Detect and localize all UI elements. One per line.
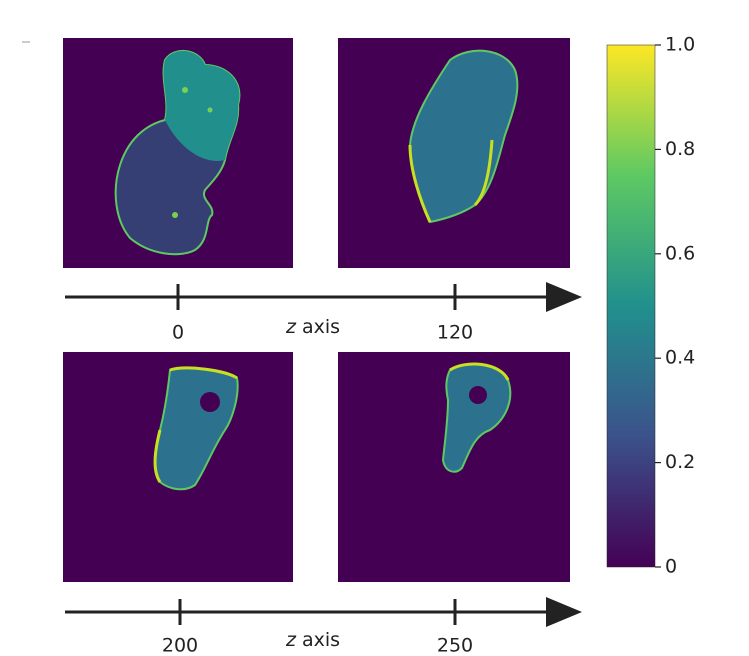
z-tick-label: 120 [437, 322, 473, 344]
z-tick-label: 250 [437, 635, 473, 656]
colorbar-tick-label: 0.8 [665, 138, 695, 160]
z-tick-label: 0 [172, 322, 184, 344]
colorbar-tick-label: 0 [665, 556, 677, 578]
z-axis-label: z axis [285, 629, 340, 651]
z-tick-label: 200 [162, 635, 198, 656]
slice-panel [338, 352, 570, 582]
colorbar-tick-label: 1.0 [665, 34, 695, 56]
colorbar-tick-label: 0.4 [665, 347, 695, 369]
colorbar-tick-label: 0.2 [665, 451, 695, 473]
slice-panel [63, 352, 293, 582]
slice-panel [63, 38, 293, 268]
colorbar-tick-label: 0.6 [665, 242, 695, 264]
z-axis-label: z axis [285, 316, 340, 338]
slice-panel [338, 38, 570, 268]
colorbar [606, 44, 656, 568]
